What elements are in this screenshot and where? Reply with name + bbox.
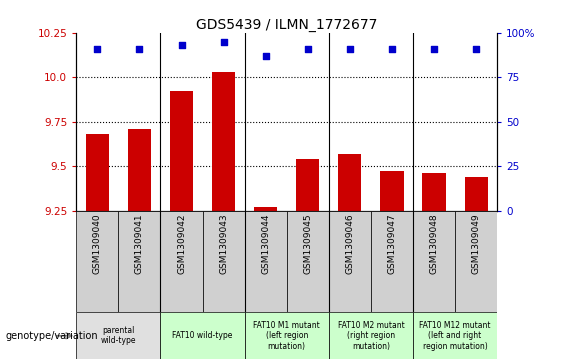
- Text: FAT10 wild-type: FAT10 wild-type: [172, 331, 233, 340]
- Bar: [296, 159, 319, 211]
- Bar: [329, 211, 371, 312]
- Point: [261, 53, 270, 59]
- Text: GSM1309048: GSM1309048: [429, 213, 438, 274]
- Point: [303, 46, 312, 52]
- Bar: [86, 134, 109, 211]
- Bar: [160, 312, 245, 359]
- Text: GSM1309040: GSM1309040: [93, 213, 102, 274]
- Title: GDS5439 / ILMN_1772677: GDS5439 / ILMN_1772677: [196, 18, 377, 32]
- Bar: [160, 211, 202, 312]
- Text: genotype/variation: genotype/variation: [6, 331, 98, 341]
- Bar: [287, 211, 329, 312]
- Point: [472, 46, 481, 52]
- Point: [388, 46, 397, 52]
- Text: FAT10 M1 mutant
(left region
mutation): FAT10 M1 mutant (left region mutation): [253, 321, 320, 351]
- Bar: [202, 211, 245, 312]
- Bar: [413, 312, 497, 359]
- Bar: [254, 207, 277, 211]
- Text: GSM1309043: GSM1309043: [219, 213, 228, 274]
- Point: [219, 38, 228, 44]
- Point: [93, 46, 102, 52]
- Text: GSM1309045: GSM1309045: [303, 213, 312, 274]
- Text: GSM1309044: GSM1309044: [261, 213, 270, 274]
- Bar: [464, 177, 488, 211]
- Bar: [455, 211, 497, 312]
- Bar: [170, 91, 193, 211]
- Bar: [119, 211, 160, 312]
- Text: GSM1309042: GSM1309042: [177, 213, 186, 274]
- Text: GSM1309049: GSM1309049: [472, 213, 481, 274]
- Text: GSM1309041: GSM1309041: [135, 213, 144, 274]
- Bar: [329, 312, 413, 359]
- Point: [135, 46, 144, 52]
- Text: FAT10 M12 mutant
(left and right
region mutation): FAT10 M12 mutant (left and right region …: [419, 321, 491, 351]
- Bar: [212, 72, 235, 211]
- Bar: [423, 173, 446, 211]
- Bar: [338, 154, 362, 211]
- Bar: [76, 312, 160, 359]
- Bar: [371, 211, 413, 312]
- Bar: [245, 312, 329, 359]
- Point: [177, 42, 186, 48]
- Bar: [245, 211, 287, 312]
- Bar: [413, 211, 455, 312]
- Bar: [76, 211, 119, 312]
- Bar: [128, 129, 151, 211]
- Text: parental
wild-type: parental wild-type: [101, 326, 136, 346]
- Bar: [380, 171, 403, 211]
- Point: [429, 46, 438, 52]
- Point: [345, 46, 354, 52]
- Text: GSM1309047: GSM1309047: [388, 213, 397, 274]
- Text: GSM1309046: GSM1309046: [345, 213, 354, 274]
- Text: FAT10 M2 mutant
(right region
mutation): FAT10 M2 mutant (right region mutation): [337, 321, 405, 351]
